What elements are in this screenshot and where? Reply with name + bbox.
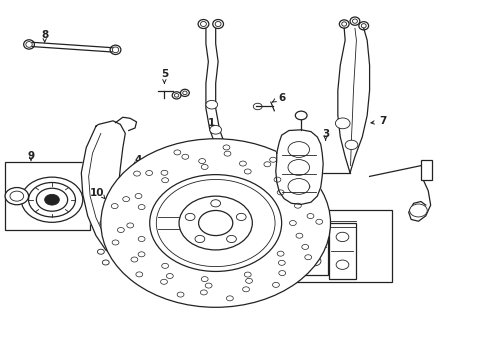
Bar: [294, 211, 392, 282]
Circle shape: [195, 235, 205, 243]
Circle shape: [288, 179, 310, 194]
Text: 7: 7: [379, 116, 387, 126]
Circle shape: [101, 139, 331, 307]
Polygon shape: [276, 130, 323, 204]
Ellipse shape: [350, 17, 360, 25]
Circle shape: [179, 196, 252, 250]
Circle shape: [210, 126, 221, 134]
Circle shape: [174, 150, 181, 155]
Bar: [421, 160, 432, 180]
Circle shape: [200, 290, 207, 295]
Circle shape: [274, 177, 281, 182]
Circle shape: [236, 213, 246, 221]
Circle shape: [294, 203, 301, 208]
Circle shape: [224, 151, 231, 156]
Bar: [301, 220, 328, 275]
Circle shape: [226, 235, 236, 243]
Ellipse shape: [359, 22, 368, 30]
Circle shape: [182, 154, 189, 159]
Circle shape: [162, 264, 169, 268]
Circle shape: [162, 178, 169, 183]
Text: 6: 6: [278, 93, 285, 103]
Circle shape: [295, 111, 307, 120]
Circle shape: [302, 244, 309, 249]
Circle shape: [296, 233, 303, 238]
Circle shape: [21, 177, 83, 222]
Circle shape: [134, 171, 141, 176]
Text: 10: 10: [90, 188, 105, 198]
Text: 4: 4: [135, 155, 142, 165]
Circle shape: [245, 169, 251, 174]
Text: 8: 8: [41, 30, 49, 40]
Circle shape: [294, 184, 300, 189]
Circle shape: [278, 260, 285, 265]
Circle shape: [161, 279, 168, 284]
Circle shape: [127, 223, 134, 228]
Circle shape: [277, 190, 284, 195]
Circle shape: [150, 175, 282, 271]
Circle shape: [223, 145, 230, 150]
Circle shape: [288, 159, 310, 175]
Circle shape: [410, 204, 427, 217]
Circle shape: [206, 100, 218, 109]
Circle shape: [103, 198, 116, 207]
Circle shape: [201, 165, 208, 170]
Bar: [329, 223, 356, 279]
Circle shape: [185, 213, 195, 221]
Ellipse shape: [172, 92, 181, 99]
Circle shape: [211, 200, 220, 207]
Circle shape: [167, 274, 173, 279]
Ellipse shape: [110, 45, 121, 54]
Circle shape: [335, 118, 350, 129]
Circle shape: [161, 170, 168, 175]
Circle shape: [5, 188, 28, 205]
Circle shape: [264, 162, 271, 167]
Circle shape: [307, 213, 314, 219]
Circle shape: [112, 240, 119, 245]
Text: 1: 1: [208, 118, 216, 128]
Circle shape: [45, 194, 59, 205]
Circle shape: [288, 141, 310, 157]
Circle shape: [272, 282, 279, 287]
Circle shape: [290, 221, 296, 226]
Circle shape: [201, 276, 208, 282]
Circle shape: [303, 184, 310, 189]
Circle shape: [270, 157, 276, 162]
Circle shape: [198, 211, 233, 235]
Circle shape: [118, 228, 124, 233]
Circle shape: [131, 257, 138, 262]
Circle shape: [243, 287, 249, 292]
Text: 9: 9: [27, 150, 35, 161]
Circle shape: [245, 278, 252, 283]
Circle shape: [245, 272, 251, 277]
Circle shape: [277, 251, 284, 256]
Text: 5: 5: [161, 69, 168, 79]
Circle shape: [138, 252, 145, 257]
Circle shape: [279, 271, 286, 276]
Circle shape: [240, 161, 246, 166]
Text: 2: 2: [289, 150, 296, 161]
Circle shape: [146, 171, 152, 175]
Circle shape: [135, 194, 142, 198]
Ellipse shape: [180, 89, 189, 96]
Circle shape: [205, 283, 212, 288]
Circle shape: [122, 197, 129, 202]
Polygon shape: [81, 121, 127, 255]
Circle shape: [199, 158, 205, 163]
Circle shape: [316, 219, 323, 224]
Bar: [4, 162, 90, 230]
Circle shape: [177, 292, 184, 297]
Circle shape: [226, 296, 233, 301]
Ellipse shape: [339, 20, 349, 28]
Ellipse shape: [213, 19, 223, 28]
Ellipse shape: [198, 19, 209, 28]
Circle shape: [345, 140, 358, 149]
Text: 3: 3: [322, 129, 329, 139]
Circle shape: [138, 204, 145, 210]
Circle shape: [138, 237, 145, 242]
Circle shape: [111, 203, 118, 208]
Circle shape: [305, 255, 312, 260]
Ellipse shape: [24, 40, 34, 49]
Circle shape: [136, 272, 143, 277]
